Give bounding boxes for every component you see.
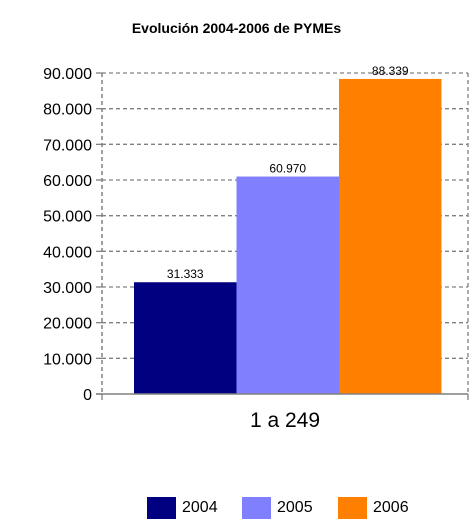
- bar-2006: [339, 78, 442, 395]
- data-label-2005: 60.970: [269, 162, 306, 176]
- legend-label: 2004: [182, 499, 218, 516]
- legend-swatch: [338, 497, 367, 519]
- legend-item-2006: 2006: [338, 497, 409, 519]
- bar-2004: [134, 282, 237, 394]
- y-tick-label: 70.000: [43, 137, 92, 154]
- y-tick-label: 90.000: [43, 66, 92, 83]
- legend-item-2005: 2005: [242, 497, 313, 519]
- y-tick-label: 10.000: [43, 351, 92, 368]
- y-tick-label: 30.000: [43, 280, 92, 297]
- legend-swatch: [242, 497, 271, 519]
- data-label-2004: 31.333: [167, 267, 204, 281]
- legend-item-2004: 2004: [147, 497, 218, 519]
- data-label-2006: 88.339: [372, 64, 409, 78]
- y-tick-label: 50.000: [43, 209, 92, 226]
- chart-title: Evolución 2004-2006 de PYMEs: [131, 20, 342, 36]
- y-tick-label: 40.000: [43, 244, 92, 261]
- legend-label: 2005: [277, 499, 313, 516]
- y-tick-label: 20.000: [43, 316, 92, 333]
- bar-2005: [236, 176, 339, 394]
- y-tick-label: 0: [83, 387, 92, 404]
- y-tick-label: 60.000: [43, 173, 92, 190]
- y-tick-label: 80.000: [43, 102, 92, 119]
- chart-legend: 2004 2005 2006: [0, 497, 473, 523]
- legend-swatch: [147, 497, 176, 519]
- legend-label: 2006: [373, 499, 409, 516]
- x-category-label: 1 a 249: [250, 409, 320, 432]
